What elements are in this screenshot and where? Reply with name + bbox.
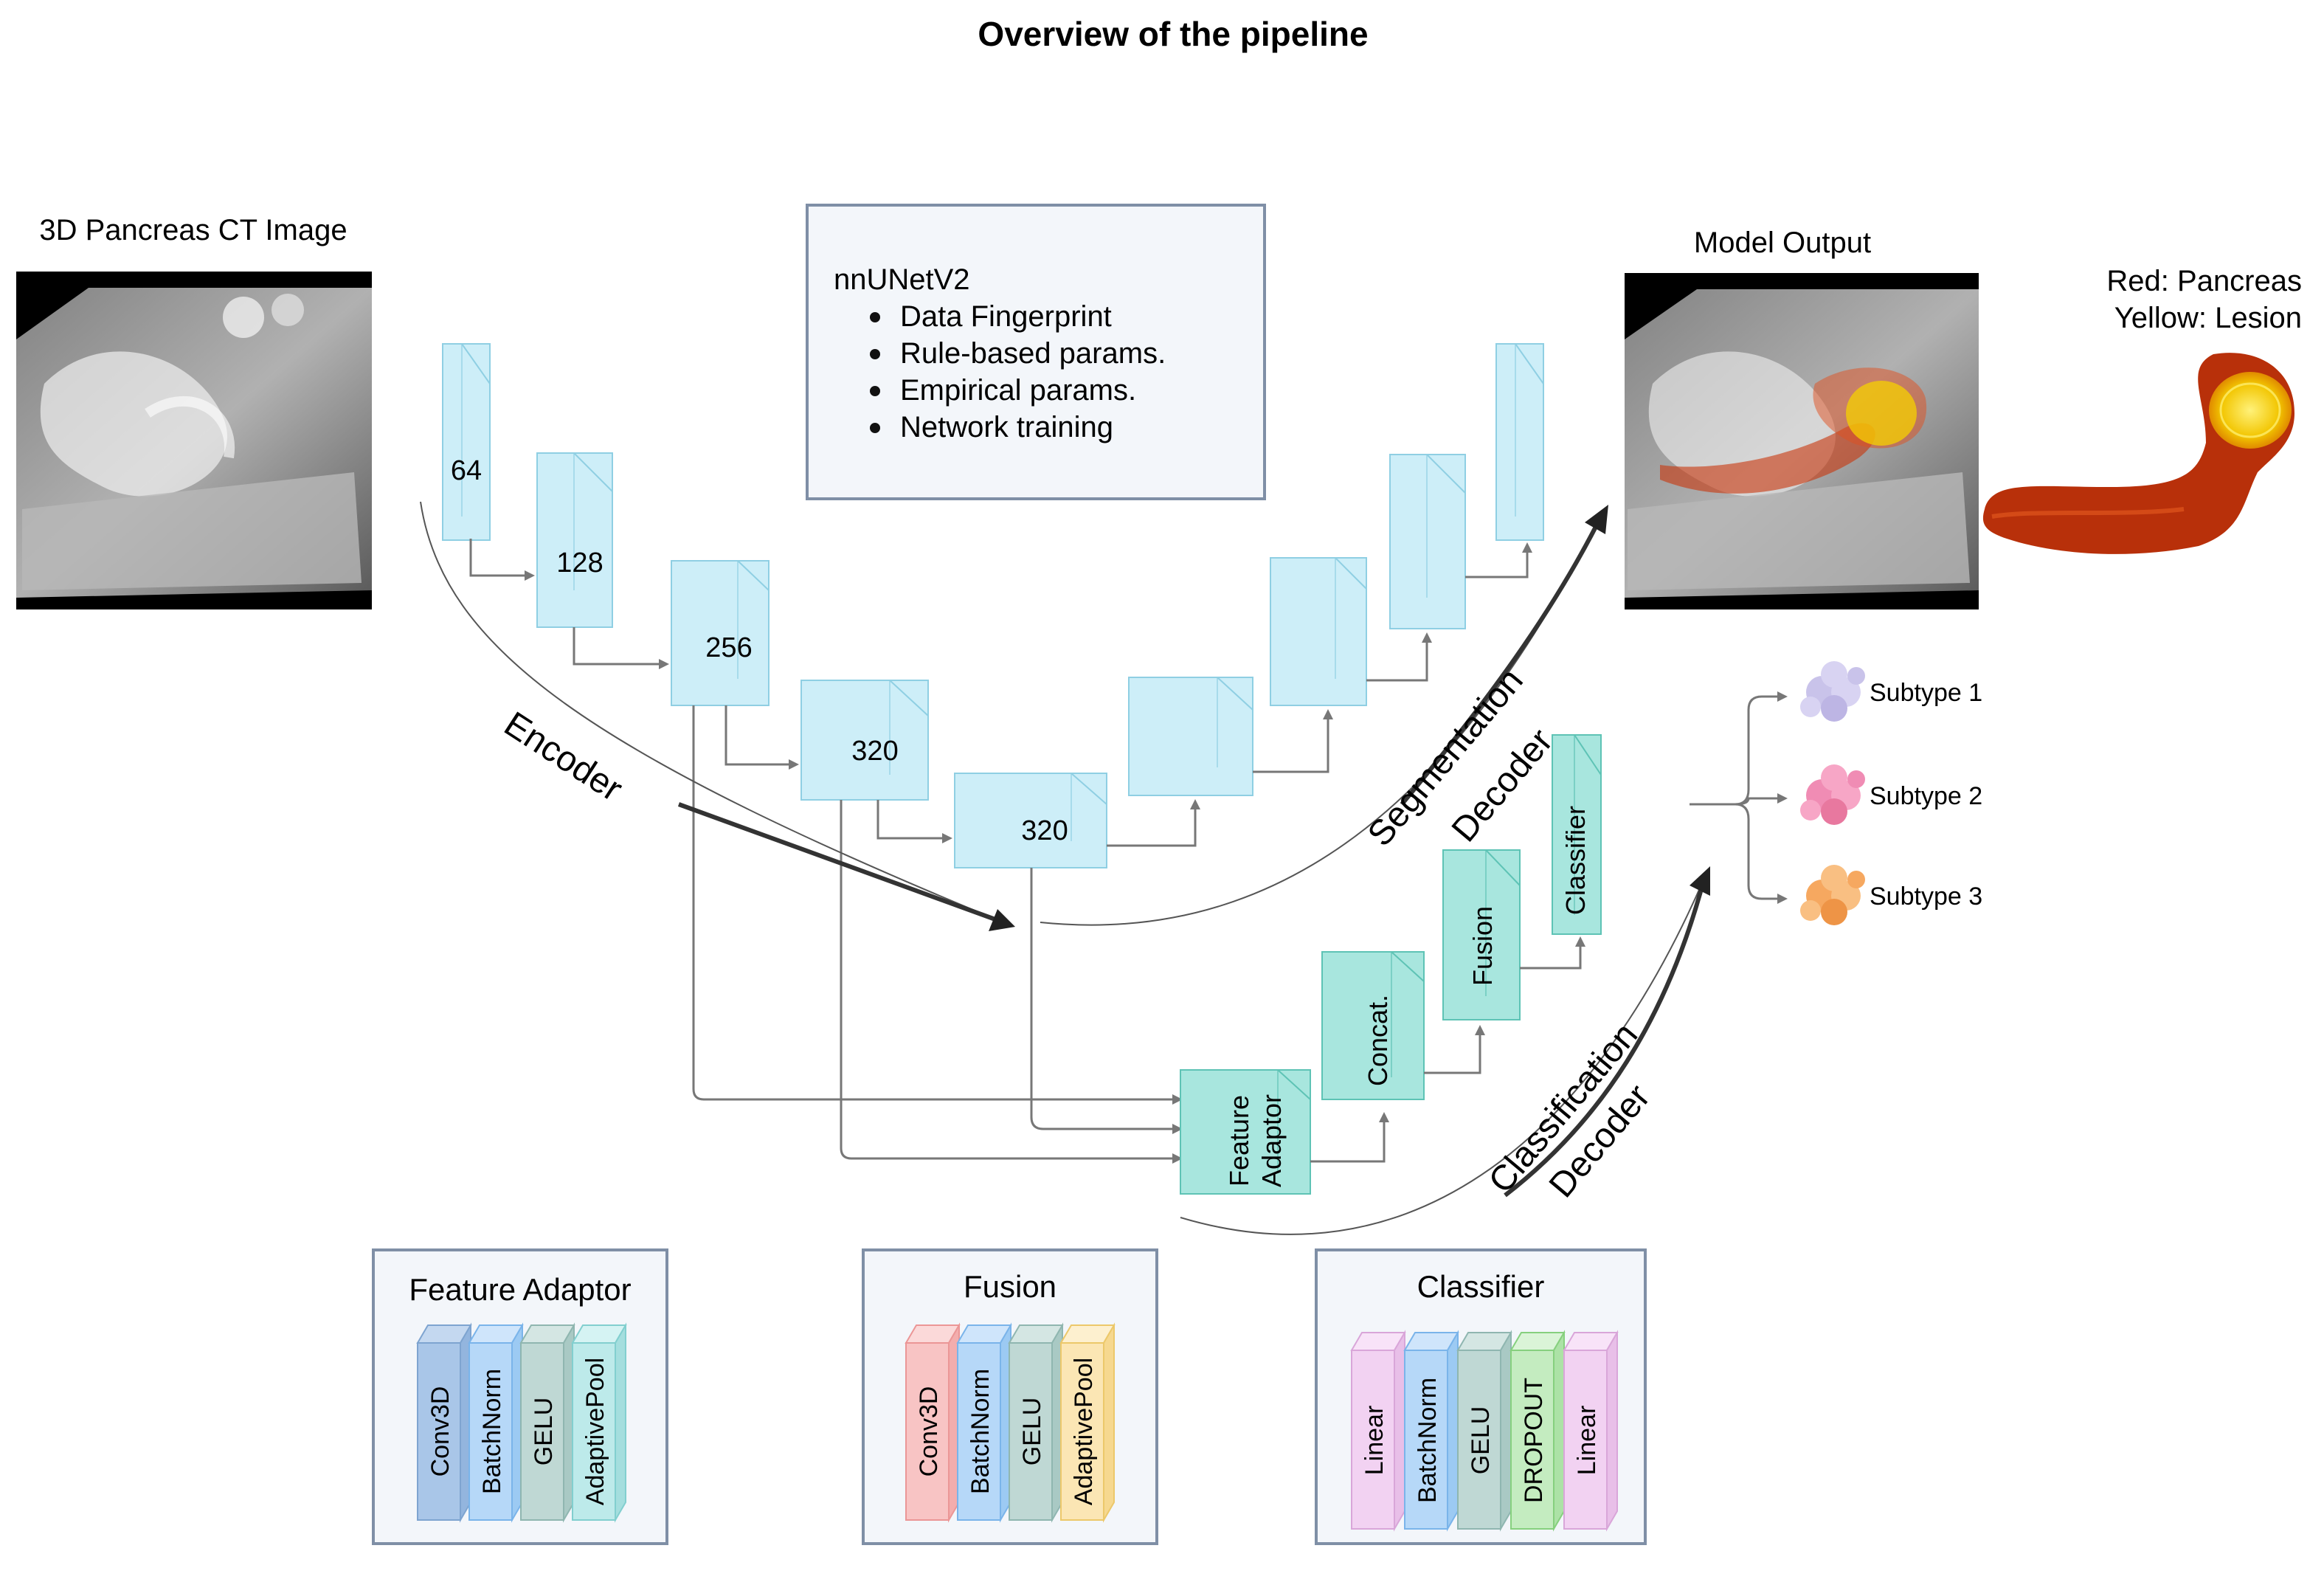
detail-box-title: Fusion	[964, 1269, 1056, 1304]
output-image-label: Model Output	[1694, 227, 1871, 259]
unet-encoder-block-320a: 320	[800, 680, 929, 801]
block-label: 320	[851, 736, 898, 767]
layer-dropout: DROPOUT	[1509, 1330, 1566, 1532]
layer-batchnorm: BatchNorm	[1403, 1330, 1459, 1532]
classifier-block: Classifier	[1552, 734, 1602, 935]
output-ct-image	[1625, 273, 1979, 609]
input-ct-image	[16, 272, 372, 609]
subtype-label: Subtype 2	[1870, 782, 1982, 810]
feature-adaptor-label-1: Feature	[1224, 1095, 1254, 1186]
fusion-block: Fusion	[1442, 849, 1521, 1020]
feature-adaptor-detail-box: Feature Adaptor Conv3D BatchNorm GELU Ad…	[372, 1248, 668, 1545]
layer-label: Linear	[1360, 1406, 1388, 1476]
legend-pancreas: Red: Pancreas	[2106, 265, 2302, 297]
unet-encoder-block-64: 64	[442, 343, 491, 541]
layer-label: BatchNorm	[478, 1369, 506, 1494]
layer-gelu: GELU	[519, 1322, 575, 1523]
nnunet-heading: nnUNetV2	[834, 263, 970, 296]
layer-label: GELU	[1467, 1406, 1495, 1475]
layer-adaptivepool: AdaptivePool	[571, 1322, 627, 1523]
classifier-label: Classifier	[1560, 806, 1591, 915]
layer-label: Conv3D	[426, 1386, 454, 1477]
subtype-2-icon	[1800, 764, 1865, 825]
segmentation-decoder-arrow	[1040, 505, 1608, 926]
classification-decoder-arrow	[1180, 866, 1710, 1235]
nnunet-item: Empirical params.	[900, 374, 1136, 407]
detail-box-title: Classifier	[1417, 1269, 1545, 1304]
encoder-label: Encoder	[497, 705, 629, 809]
input-image-label: 3D Pancreas CT Image	[39, 214, 347, 246]
subtype-3-icon	[1800, 865, 1865, 925]
unet-encoder-block-256: 256	[671, 560, 770, 706]
unet-encoder-block-128: 128	[536, 452, 613, 628]
page-title: Overview of the pipeline	[978, 15, 1368, 53]
block-label: 256	[705, 632, 752, 663]
nnunet-item: Rule-based params.	[900, 337, 1166, 370]
legend-lesion: Yellow: Lesion	[2114, 302, 2302, 334]
fusion-label: Fusion	[1467, 906, 1498, 986]
detail-box-title: Feature Adaptor	[409, 1272, 631, 1307]
block-label: 320	[1021, 815, 1068, 846]
fusion-detail-box: Fusion Conv3D BatchNorm GELU AdaptivePoo…	[862, 1248, 1158, 1545]
pancreas-3d-rendering	[1982, 353, 2294, 554]
block-label: 64	[451, 455, 482, 486]
layer-linear: Linear	[1350, 1330, 1406, 1532]
layer-conv3d: Conv3D	[416, 1322, 472, 1523]
feature-skip-connectors	[692, 705, 1183, 1164]
layer-label: Conv3D	[915, 1386, 943, 1477]
unet-decoder-block-4	[1495, 343, 1544, 541]
unet-bottleneck-block-320: 320	[954, 773, 1107, 868]
classifier-detail-box: Classifier Linear BatchNorm GELU DROPOUT	[1315, 1248, 1647, 1545]
layer-gelu: GELU	[1456, 1330, 1512, 1532]
layer-batchnorm: BatchNorm	[468, 1322, 524, 1523]
subtype-1-icon	[1800, 661, 1865, 722]
block-label: 128	[556, 548, 603, 578]
layer-label: BatchNorm	[966, 1369, 995, 1494]
feature-adaptor-block: Feature Adaptor	[1180, 1069, 1311, 1195]
layer-label: AdaptivePool	[1070, 1358, 1098, 1505]
unet-decoder-block-1	[1128, 677, 1253, 796]
concat-block: Concat.	[1321, 951, 1425, 1100]
layer-linear: Linear	[1563, 1330, 1619, 1532]
feature-adaptor-label-2: Adaptor	[1256, 1094, 1287, 1187]
unet-decoder-block-2	[1270, 557, 1367, 706]
classification-connectors	[1310, 936, 1585, 1163]
layer-adaptivepool: AdaptivePool	[1059, 1322, 1116, 1523]
layer-label: DROPOUT	[1520, 1378, 1548, 1503]
unet-decoder-block-3	[1389, 454, 1466, 629]
layer-batchnorm: BatchNorm	[956, 1322, 1012, 1523]
layer-conv3d: Conv3D	[905, 1322, 961, 1523]
subtype-label: Subtype 3	[1870, 882, 1982, 911]
unet-connectors	[469, 539, 1532, 847]
encoder-arrow	[420, 501, 1015, 931]
layer-label: GELU	[530, 1398, 558, 1466]
concat-label: Concat.	[1363, 995, 1393, 1086]
subtype-label: Subtype 1	[1870, 679, 1982, 707]
layer-label: BatchNorm	[1414, 1378, 1442, 1503]
layer-gelu: GELU	[1008, 1322, 1064, 1523]
layer-label: Linear	[1573, 1406, 1601, 1476]
subtype-branch	[1690, 691, 1788, 904]
nnunet-item: Data Fingerprint	[900, 300, 1112, 333]
nnunet-info-box: nnUNetV2 Data Fingerprint Rule-based par…	[806, 204, 1266, 500]
layer-label: AdaptivePool	[581, 1358, 609, 1505]
nnunet-item: Network training	[900, 411, 1113, 443]
layer-label: GELU	[1018, 1398, 1046, 1466]
